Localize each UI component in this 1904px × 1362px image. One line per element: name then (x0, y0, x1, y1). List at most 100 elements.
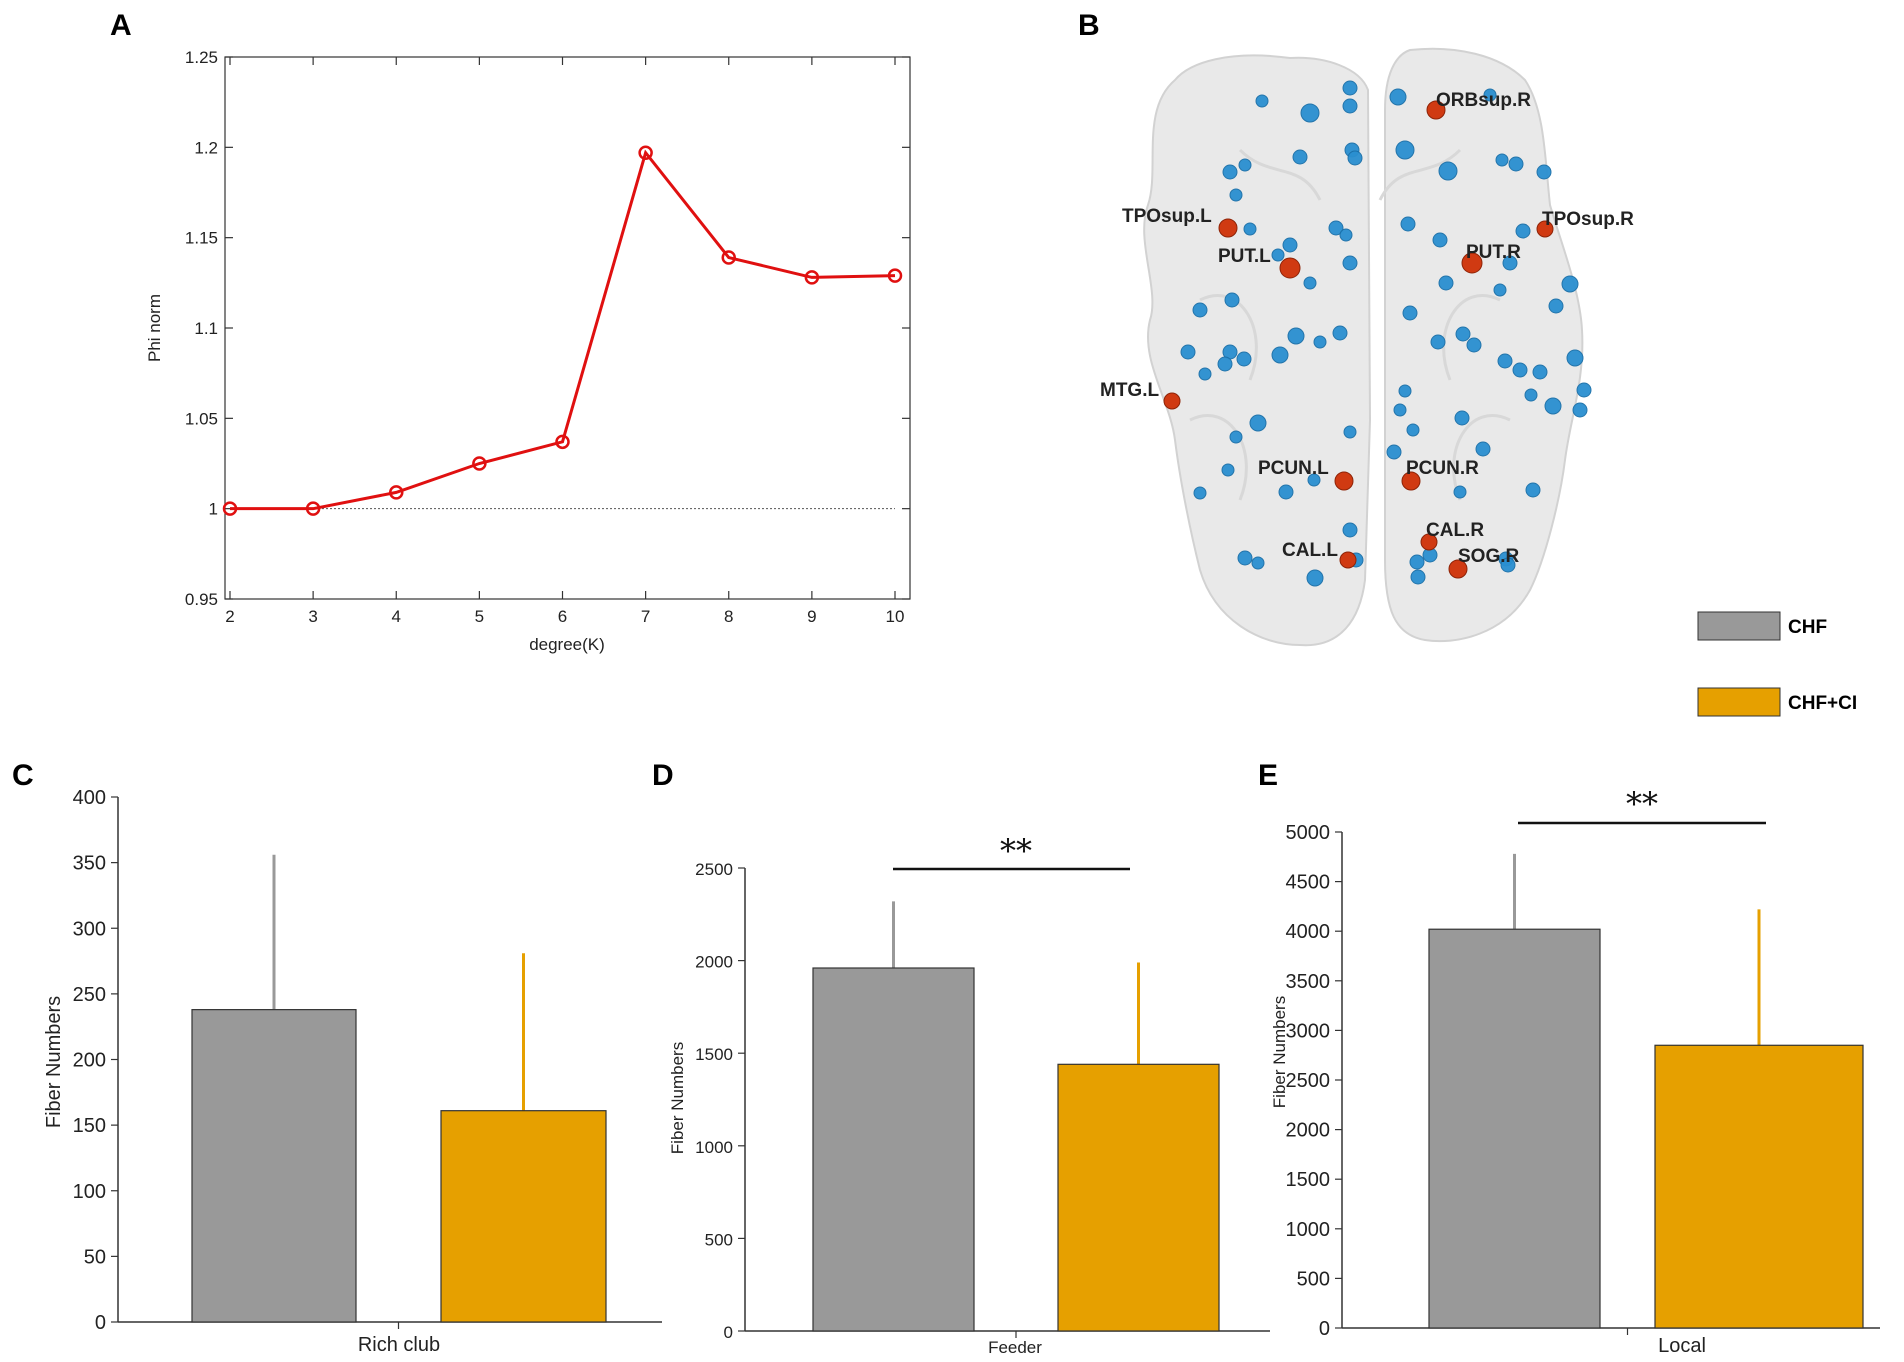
panel-label-a: A (110, 9, 132, 42)
panel-a-data-point (555, 434, 570, 450)
panel-a-data-point (389, 485, 404, 500)
brain-hub-node (1279, 257, 1301, 279)
panel-e-ytick-label: 4000 (1286, 921, 1331, 943)
brain-node (1236, 351, 1252, 367)
panel-a-ytick-label: 0.95 (185, 590, 218, 609)
panel-c-ytick-label: 300 (73, 918, 106, 940)
brain-node (1430, 334, 1446, 350)
brain-node (1249, 414, 1267, 432)
brain-node (1406, 423, 1420, 437)
brain-node (1393, 403, 1407, 417)
panel-d-ytick-label: 500 (705, 1230, 733, 1249)
brain-node (1572, 402, 1588, 418)
panel-d-xlabel: Feeder (988, 1338, 1042, 1357)
panel-c-xlabel: Rich club (358, 1334, 440, 1356)
brain-node (1306, 569, 1324, 587)
blue-nodes-group (1180, 80, 1592, 587)
brain-node (1432, 232, 1448, 248)
brain-node (1237, 550, 1253, 566)
legend-label-chf: CHF (1788, 617, 1827, 638)
panel-e-bar-chart: Fiber Numbers Local ** 0 500 1000 1500 2000 2… (1270, 785, 1880, 1357)
panel-label-d: D (652, 759, 674, 792)
panel-a-ytick-label: 1.05 (185, 409, 218, 428)
hub-label-put-r: PUT.R (1466, 242, 1521, 263)
panel-a-data-point (721, 250, 736, 265)
panel-e-ytick-label: 1000 (1286, 1219, 1331, 1241)
legend: CHF CHF+CI (1697, 611, 1857, 717)
brain-node (1243, 222, 1257, 236)
panel-c-ytick-label: 400 (73, 787, 106, 809)
brain-hub-node (1401, 471, 1421, 491)
brain-node (1544, 397, 1562, 415)
brain-node (1251, 556, 1265, 570)
panel-a-data-point (804, 270, 820, 285)
panel-a-ytick-label: 1.15 (185, 229, 218, 248)
panel-d-ytick-label: 0 (724, 1323, 733, 1342)
panel-c-ytick-label: 350 (73, 853, 106, 875)
panel-c-ytick-label: 200 (73, 1050, 106, 1072)
panel-a-xtick-label: 7 (641, 607, 650, 626)
panel-a-xtick-label: 2 (225, 607, 234, 626)
panel-e-bar-chf-ci (1654, 1044, 1864, 1329)
brain-node (1255, 94, 1269, 108)
brain-node (1222, 164, 1238, 180)
hub-label-tposup-r: TPOsup.R (1542, 209, 1634, 230)
brain-node (1515, 223, 1531, 239)
brain-node (1524, 388, 1538, 402)
brain-node (1561, 275, 1579, 293)
legend-swatch-chf (1697, 611, 1781, 641)
hub-label-cal-r: CAL.R (1426, 520, 1484, 541)
brain-node (1438, 161, 1458, 181)
brain-hub-node (1536, 220, 1554, 238)
brain-hub-node (1448, 559, 1468, 579)
panel-a-data-point (472, 456, 487, 471)
panel-a-axes-box (224, 56, 911, 600)
brain-hub-node (1163, 392, 1181, 410)
brain-node (1536, 164, 1552, 180)
panel-a-ytick-label: 1.2 (194, 138, 218, 157)
panel-d-bar-chf (812, 967, 975, 1332)
brain-node (1292, 149, 1308, 165)
panel-a-data-point (305, 501, 321, 516)
panel-e-ytick-label: 0 (1319, 1318, 1330, 1340)
panel-a-xlabel: degree(K) (529, 635, 605, 654)
hub-nodes-group (1163, 100, 1554, 579)
brain-node (1271, 346, 1289, 364)
brain-network-map: ORBsup.R TPOsup.L PUT.L PUT.R TPOsup.R M… (1100, 47, 1634, 647)
panel-a-xtick-label: 6 (558, 607, 567, 626)
brain-node (1217, 356, 1233, 372)
brain-node (1525, 482, 1541, 498)
panel-e-ytick-label: 3000 (1286, 1020, 1331, 1042)
brain-node (1224, 292, 1240, 308)
panel-d-ytick-label: 1000 (695, 1138, 733, 1157)
legend-label-chf-ci: CHF+CI (1788, 693, 1857, 714)
hub-label-cal-l: CAL.L (1282, 540, 1338, 561)
brain-node (1497, 353, 1513, 369)
hub-label-put-l: PUT.L (1218, 246, 1271, 267)
hub-label-pcun-r: PCUN.R (1406, 458, 1479, 479)
panel-label-c: C (12, 759, 34, 792)
hub-label-sog-r: SOG.R (1458, 546, 1520, 567)
brain-node (1328, 220, 1344, 236)
brain-node (1229, 430, 1243, 444)
panel-e-bar-chf (1428, 928, 1601, 1329)
brain-node (1402, 305, 1418, 321)
brain-node (1508, 156, 1524, 172)
brain-node (1343, 425, 1357, 439)
brain-node (1238, 158, 1252, 172)
brain-node (1398, 384, 1412, 398)
panel-e-ylabel: Fiber Numbers (1270, 996, 1289, 1108)
brain-node (1193, 486, 1207, 500)
brain-node (1342, 255, 1358, 271)
brain-node (1438, 275, 1454, 291)
legend-swatch-chf-ci (1697, 687, 1781, 717)
brain-node (1300, 103, 1320, 123)
brain-node (1548, 298, 1564, 314)
brain-node (1500, 557, 1516, 573)
panel-e-ytick-label: 2000 (1286, 1120, 1331, 1142)
brain-node (1454, 410, 1470, 426)
panel-a-data-point (222, 501, 238, 516)
panel-a-xtick-label: 4 (392, 607, 401, 626)
brain-node (1198, 367, 1212, 381)
panel-a-ytick-label: 1.25 (185, 48, 218, 67)
